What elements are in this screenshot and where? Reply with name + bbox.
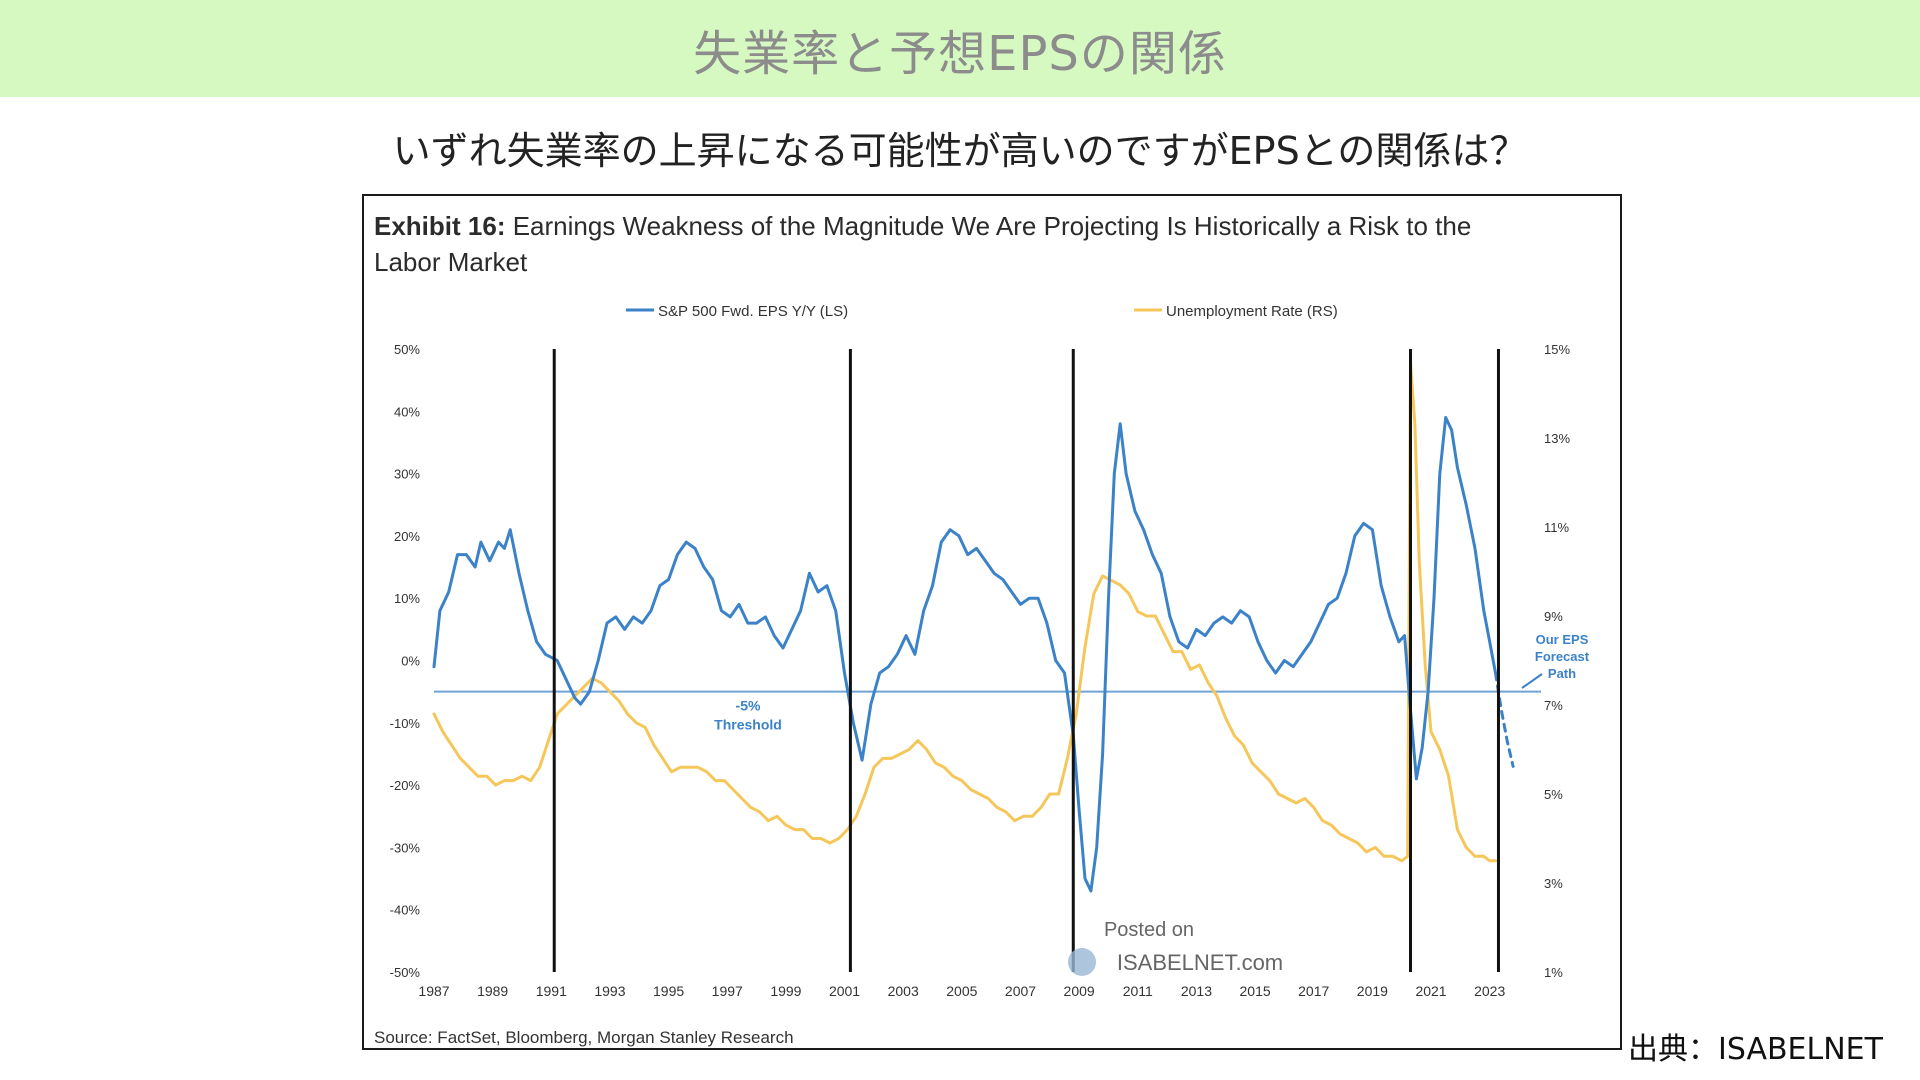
legend-label-unemployment: Unemployment Rate (RS) [1166, 303, 1338, 320]
watermark-logo [1068, 948, 1096, 976]
y-right-tick-label: 7% [1544, 698, 1563, 713]
x-tick-label: 2003 [888, 983, 919, 999]
x-tick-label: 1999 [770, 983, 801, 999]
watermark-text: Posted on [1104, 919, 1194, 941]
y-left-tick-label: -10% [390, 716, 421, 731]
page-title: 失業率と予想EPSの関係 [693, 25, 1227, 82]
series-line-eps [432, 416, 1497, 893]
y-right-tick-label: 5% [1544, 787, 1563, 802]
threshold-label: Threshold [714, 717, 782, 733]
x-tick-label: 2011 [1123, 983, 1153, 999]
x-tick-label: 1987 [418, 983, 449, 999]
x-tick-label: 2017 [1298, 983, 1329, 999]
x-tick-label: 2023 [1474, 983, 1505, 999]
exhibit-title-line1: Earnings Weakness of the Magnitude We Ar… [512, 211, 1472, 241]
x-tick-label: 2021 [1415, 983, 1446, 999]
y-left-tick-label: -40% [390, 903, 421, 918]
x-tick-label: 2019 [1357, 983, 1388, 999]
forecast-label: Our EPS [1536, 632, 1589, 647]
x-tick-label: 2001 [829, 983, 860, 999]
x-tick-label: 1993 [594, 983, 625, 999]
y-left-tick-label: 0% [401, 654, 420, 669]
exhibit-label: Exhibit 16: [374, 211, 506, 241]
y-right-tick-label: 9% [1544, 609, 1563, 624]
series-line-unemployment [432, 360, 1497, 863]
y-left-tick-label: 50% [394, 342, 420, 357]
y-right-tick-label: 3% [1544, 876, 1563, 891]
legend-label-eps: S&P 500 Fwd. EPS Y/Y (LS) [658, 303, 848, 320]
x-tick-label: 1995 [653, 983, 684, 999]
y-right-tick-label: 11% [1544, 520, 1569, 535]
chart-svg: S&P 500 Fwd. EPS Y/Y (LS) Unemployment Ra… [390, 303, 1590, 999]
x-tick-label: 2005 [946, 983, 977, 999]
forecast-label: Path [1548, 666, 1576, 681]
exhibit-title: Exhibit 16: Earnings Weakness of the Mag… [374, 208, 1574, 280]
y-left-tick-label: 20% [394, 529, 420, 544]
header-banner: 失業率と予想EPSの関係 [0, 0, 1920, 97]
x-tick-label: 1997 [712, 983, 743, 999]
y-left-tick-label: 30% [394, 467, 420, 482]
threshold-label: -5% [736, 698, 761, 714]
y-left-tick-label: -50% [390, 965, 421, 980]
watermark-text: ISABELNET.com [1117, 950, 1283, 975]
y-right-tick-label: 1% [1544, 965, 1563, 980]
chart-panel: S&P 500 Fwd. EPS Y/Y (LS) Unemployment Ra… [362, 194, 1622, 1050]
page-subtitle: いずれ失業率の上昇になる可能性が高いのですがEPSとの関係は？ [392, 129, 1528, 173]
x-tick-label: 2009 [1064, 983, 1095, 999]
forecast-arrow [1521, 673, 1543, 689]
x-tick-label: 1991 [536, 983, 567, 999]
x-tick-label: 2013 [1181, 983, 1212, 999]
y-left-tick-label: 40% [394, 404, 420, 419]
y-right-tick-label: 15% [1544, 342, 1570, 357]
y-left-tick-label: 10% [394, 591, 420, 606]
x-tick-label: 1989 [477, 983, 508, 999]
y-left-tick-label: -20% [390, 778, 421, 793]
x-tick-label: 2015 [1240, 983, 1271, 999]
x-tick-label: 2007 [1005, 983, 1036, 999]
y-right-tick-label: 13% [1544, 431, 1570, 446]
forecast-label: Forecast [1535, 649, 1590, 664]
exhibit-title-line2: Labor Market [374, 247, 528, 277]
y-left-tick-label: -30% [390, 840, 421, 855]
source-note: Source: FactSet, Bloomberg, Morgan Stanl… [374, 1028, 794, 1047]
source-credit: 出典：ISABELNET [1628, 1032, 1883, 1067]
